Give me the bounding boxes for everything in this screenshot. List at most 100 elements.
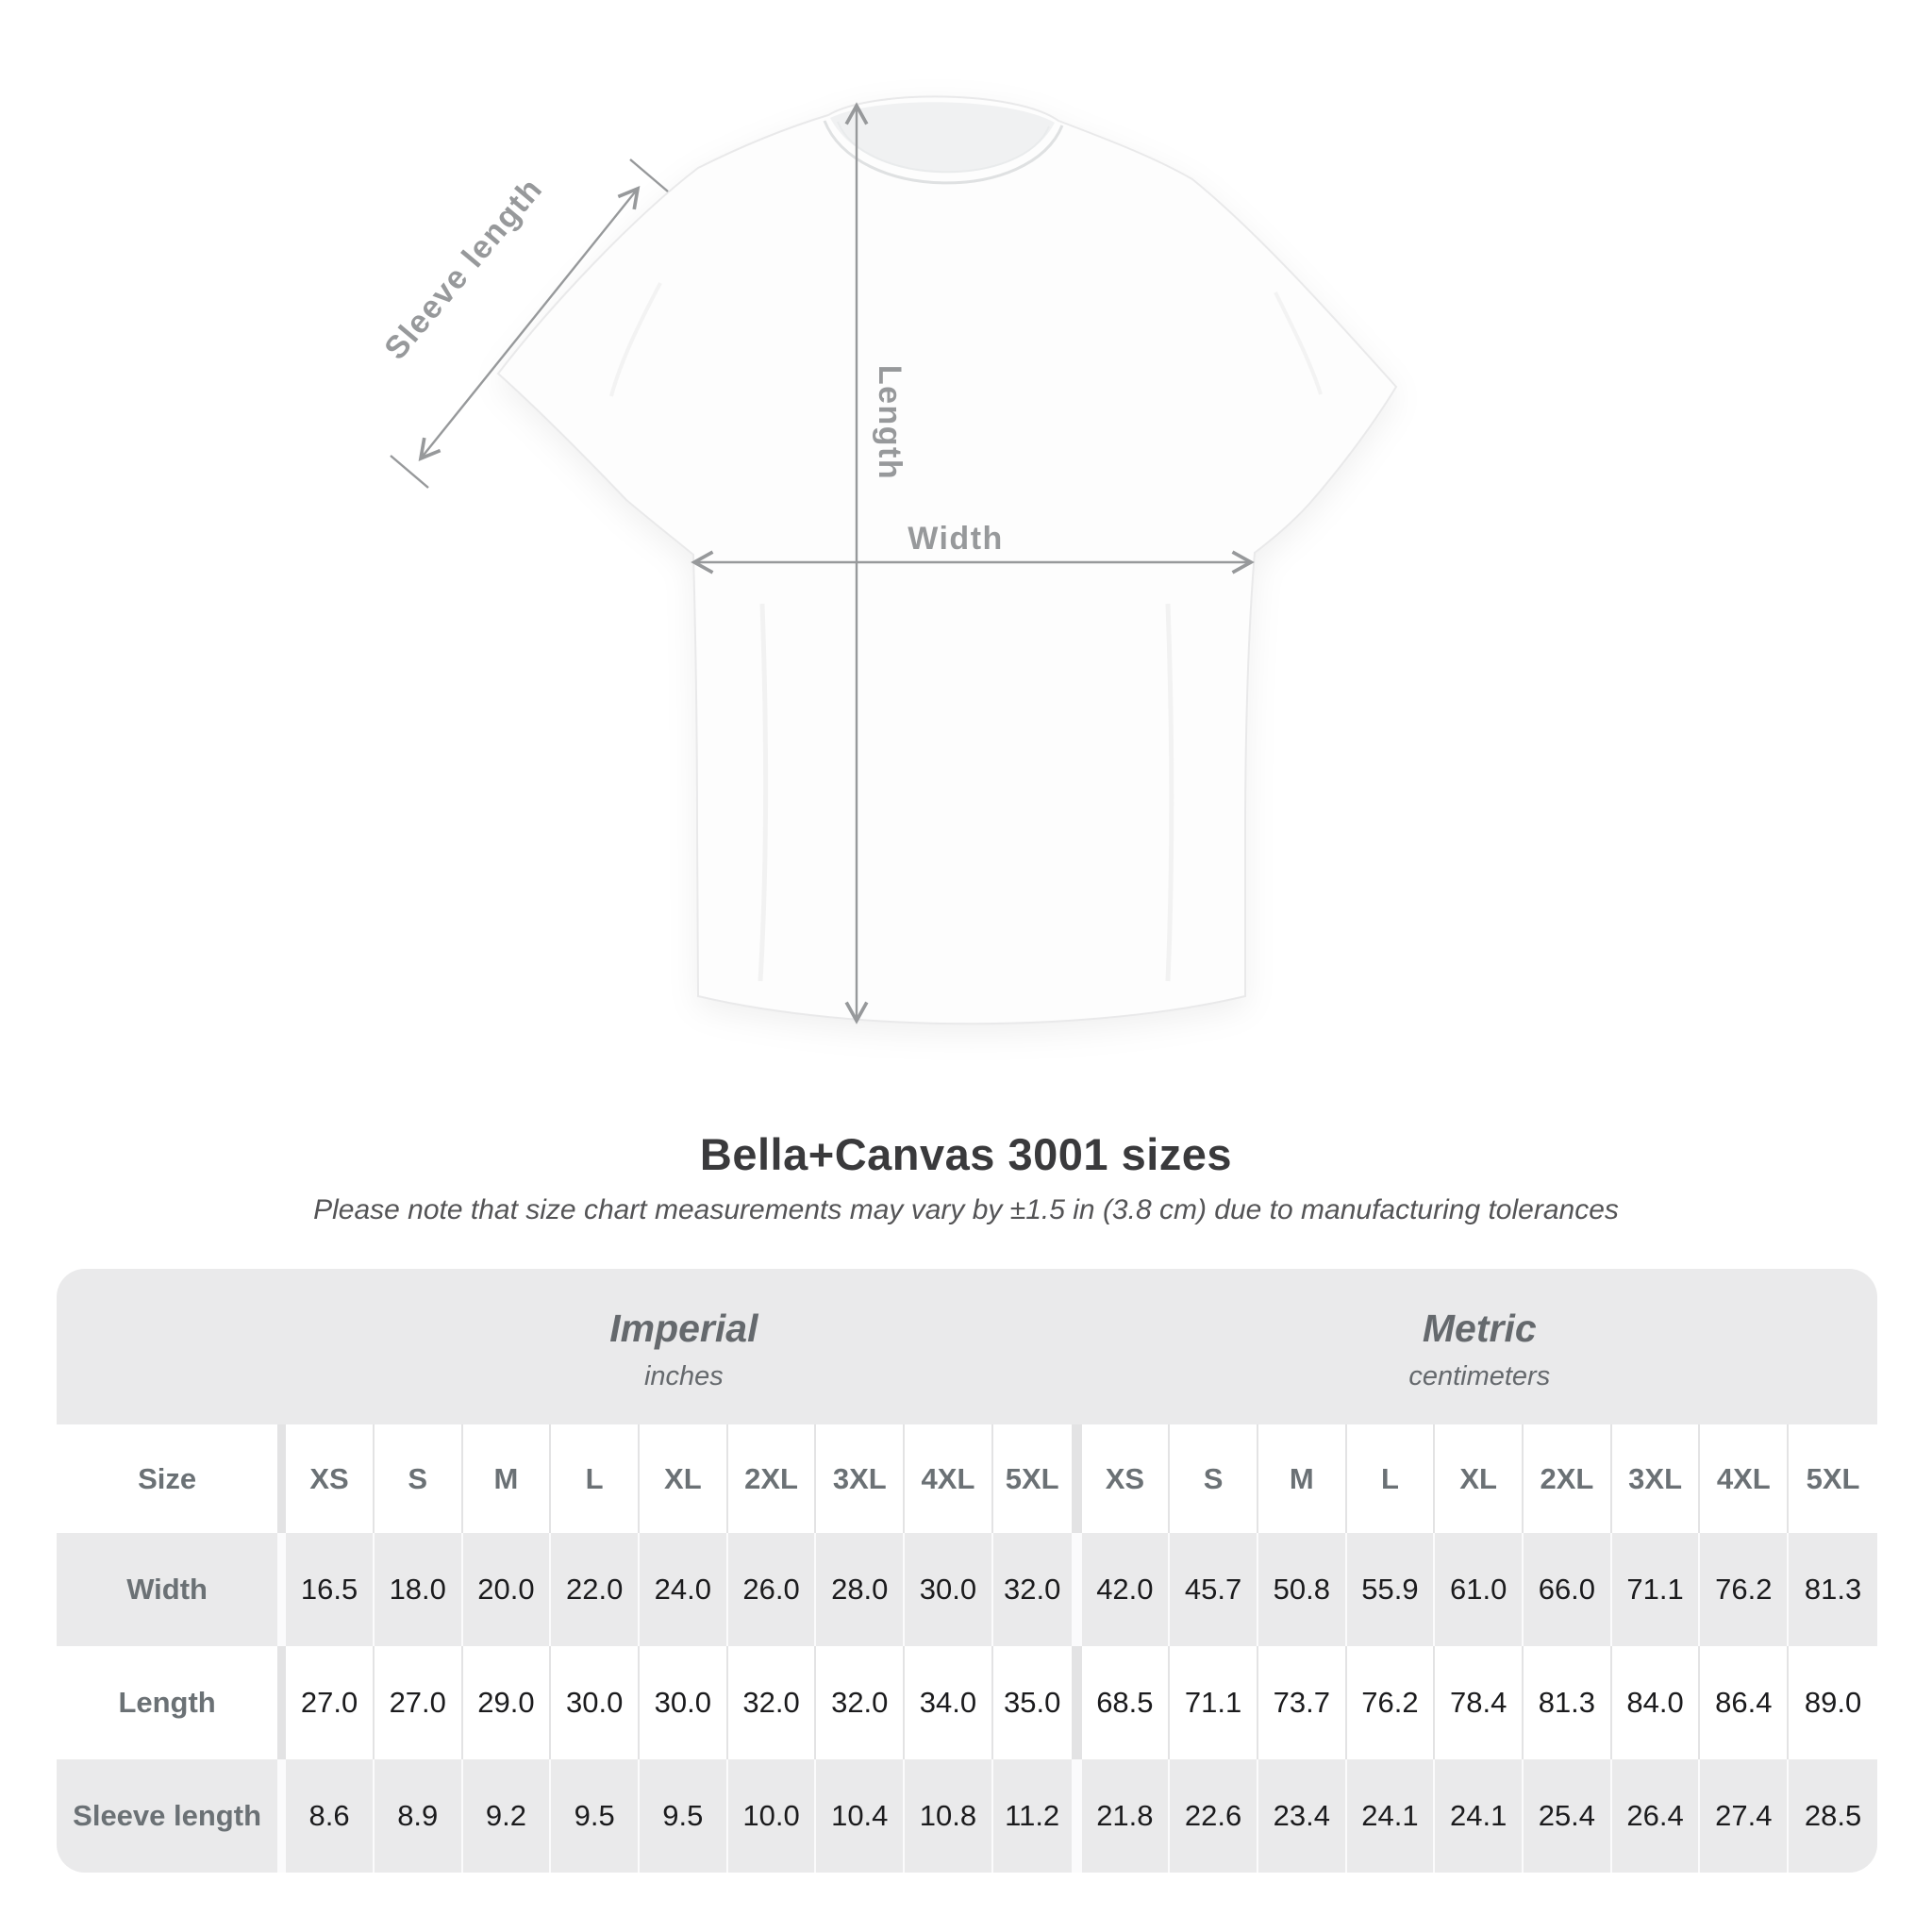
value-cell: 81.3	[1804, 1573, 1862, 1606]
imperial-unit: inches	[643, 1360, 724, 1391]
size-table: Imperial inches Metric centimeters Size …	[57, 1269, 1877, 1873]
collar	[830, 102, 1055, 174]
value-cell: 27.0	[375, 1646, 463, 1759]
value-cell: 10.4	[816, 1759, 906, 1873]
value-cell: 28.5	[1804, 1799, 1862, 1832]
size-header-metric-l: L	[1347, 1424, 1436, 1533]
size-header-imperial-5xl: 5XL	[993, 1424, 1082, 1533]
value-cell: 71.1	[1612, 1533, 1701, 1646]
tolerance-note: Please note that size chart measurements…	[313, 1194, 1619, 1225]
value-cell: 61.0	[1435, 1533, 1524, 1646]
width-dimension: Width	[691, 521, 1255, 575]
value-cell: 42.0	[1082, 1533, 1171, 1646]
measurement-row-width: Width 16.5 18.0 20.0 22.0 24.0 26.0 28.0 30.0 32.…	[57, 1533, 1877, 1646]
size-header-imperial-m: M	[463, 1424, 552, 1533]
value-cell: 30.0	[905, 1533, 993, 1646]
value-cell: 68.5	[1082, 1646, 1171, 1759]
heading-block: Bella+Canvas 3001 sizes Please note that…	[0, 1128, 1932, 1226]
value-cell: 30.0	[640, 1646, 728, 1759]
value-cell: 9.2	[463, 1759, 552, 1873]
value-cell: 32.0	[728, 1646, 817, 1759]
value-cell: 73.7	[1258, 1646, 1347, 1759]
value-cell: 26.4	[1612, 1759, 1701, 1873]
value-cell: 76.2	[1347, 1646, 1436, 1759]
metric-label: Metric	[1422, 1307, 1537, 1351]
size-header-metric-m: M	[1258, 1424, 1347, 1533]
size-header-metric-2xl: 2XL	[1524, 1424, 1612, 1533]
size-header-imperial-l: L	[551, 1424, 640, 1533]
value-cell: 84.0	[1612, 1646, 1701, 1759]
value-cell: 10.0	[728, 1759, 817, 1873]
value-cell: 66.0	[1524, 1533, 1612, 1646]
size-header-imperial-xl: XL	[640, 1424, 728, 1533]
band-corner-cell	[57, 1269, 286, 1424]
row-label: Sleeve length	[57, 1759, 287, 1873]
value-cell: 8.6	[286, 1759, 375, 1873]
value-cell: 76.2	[1700, 1533, 1790, 1646]
value-cell: 86.4	[1700, 1646, 1790, 1759]
size-header-metric-xs: XS	[1082, 1424, 1171, 1533]
size-header-imperial-2xl: 2XL	[728, 1424, 817, 1533]
value-cell: 10.8	[905, 1759, 993, 1873]
value-cell: 9.5	[551, 1759, 640, 1873]
unit-band-row: Imperial inches Metric centimeters	[57, 1269, 1877, 1424]
value-cell: 50.8	[1258, 1533, 1347, 1646]
tshirt-measurement-diagram: Sleeve length Length Width	[377, 95, 1398, 1025]
measurement-row-sleeve-length: Sleeve length 8.6 8.9 9.2 9.5 9.5 10.0 10.4 10.8…	[57, 1759, 1877, 1873]
value-cell: 24.1	[1347, 1759, 1436, 1873]
value-cell: 28.0	[816, 1533, 906, 1646]
size-header-metric-4xl: 4XL	[1700, 1424, 1790, 1533]
tshirt-illustration	[496, 95, 1398, 1025]
value-cell: 32.0	[816, 1646, 906, 1759]
size-header-metric-3xl: 3XL	[1612, 1424, 1701, 1533]
value-cell: 9.5	[640, 1759, 728, 1873]
value-cell: 29.0	[463, 1646, 552, 1759]
value-cell: 21.8	[1082, 1759, 1171, 1873]
value-cell: 34.0	[905, 1646, 993, 1759]
size-header-imperial-xs: XS	[286, 1424, 375, 1533]
size-header-metric-xl: XL	[1435, 1424, 1524, 1533]
width-label: Width	[908, 521, 1004, 557]
value-cell: 16.5	[286, 1533, 375, 1646]
page-title: Bella+Canvas 3001 sizes	[699, 1129, 1233, 1179]
value-cell: 32.0	[993, 1533, 1082, 1646]
value-cell: 8.9	[375, 1759, 463, 1873]
value-cell: 78.4	[1435, 1646, 1524, 1759]
size-header-imperial-3xl: 3XL	[816, 1424, 906, 1533]
value-cell: 18.0	[375, 1533, 463, 1646]
sleeve-length-label: Sleeve length	[377, 171, 550, 366]
size-table-container: Imperial inches Metric centimeters Size …	[57, 1269, 1877, 1873]
size-header-metric-s: S	[1170, 1424, 1258, 1533]
metric-unit: centimeters	[1408, 1360, 1551, 1391]
unit-group-imperial: Imperial inches	[286, 1269, 1081, 1424]
value-cell: 22.0	[551, 1533, 640, 1646]
measurement-row-length: Length 27.0 27.0 29.0 30.0 30.0 32.0 32.0 34.0 35…	[57, 1646, 1877, 1759]
value-cell: 30.0	[551, 1646, 640, 1759]
value-cell: 24.0	[640, 1533, 728, 1646]
value-cell: 25.4	[1524, 1759, 1612, 1873]
value-cell: 26.0	[728, 1533, 817, 1646]
value-cell: 81.3	[1524, 1646, 1612, 1759]
size-header-metric-5xl: 5XL	[1806, 1461, 1860, 1495]
value-cell: 35.0	[993, 1646, 1082, 1759]
value-cell: 11.2	[993, 1759, 1082, 1873]
length-dimension: Length	[844, 102, 908, 1024]
value-cell: 55.9	[1347, 1533, 1436, 1646]
row-label: Width	[57, 1533, 287, 1646]
size-header-imperial-s: S	[375, 1424, 463, 1533]
value-cell: 20.0	[463, 1533, 552, 1646]
size-header-imperial-4xl: 4XL	[905, 1424, 993, 1533]
sizes-header-row: Size XS S M L XL 2XL 3XL 4XL 5XL XS S M L XL 2XL 3XL 4XL…	[57, 1424, 1877, 1533]
value-cell: 71.1	[1170, 1646, 1258, 1759]
value-cell: 22.6	[1170, 1759, 1258, 1873]
imperial-label: Imperial	[609, 1307, 758, 1351]
value-cell: 23.4	[1258, 1759, 1347, 1873]
length-label: Length	[872, 365, 908, 480]
size-table-body: Width 16.5 18.0 20.0 22.0 24.0 26.0 28.0 30.0 32.…	[57, 1533, 1877, 1873]
value-cell: 24.1	[1435, 1759, 1524, 1873]
row-label: Length	[57, 1646, 287, 1759]
unit-group-metric: Metric centimeters	[1082, 1269, 1877, 1424]
value-cell: 89.0	[1804, 1686, 1862, 1719]
value-cell: 27.4	[1700, 1759, 1790, 1873]
